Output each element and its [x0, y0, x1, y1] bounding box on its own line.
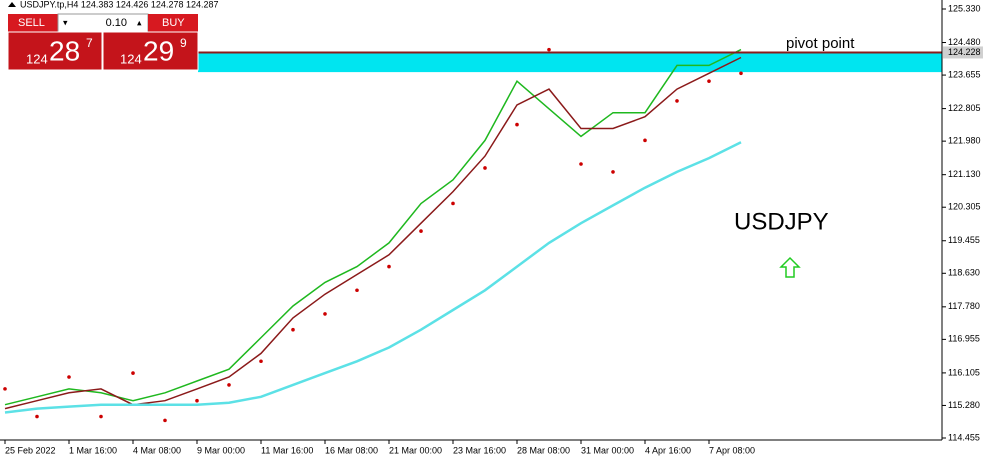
ask-fraction: 9 [180, 36, 187, 50]
spin-up[interactable]: ▴ [137, 17, 142, 27]
sar-dot [291, 327, 295, 332]
y-tick-label: 121.980 [948, 136, 981, 146]
sar-dot [227, 383, 231, 387]
sar-dot [387, 264, 391, 269]
x-tick-label: 11 Mar 16:00 [261, 445, 313, 455]
sar-dot [547, 47, 551, 52]
sar-dot [707, 79, 711, 83]
y-tick-label: 117.780 [948, 301, 980, 311]
symbol-header: USDJPY.tp,H4 124.383 124.426 124.278 124… [20, 0, 219, 9]
support-zone [198, 52, 942, 73]
spin-down[interactable]: ▾ [63, 17, 68, 27]
sar-dot [131, 371, 135, 375]
ask-big-figure: 124 [120, 51, 142, 66]
x-tick-label: 25 Feb 2022 [5, 445, 56, 455]
price-line [4, 141, 742, 414]
pivot-label-box [943, 46, 983, 59]
up-arrow [779, 256, 801, 278]
ask-box[interactable] [102, 31, 199, 71]
pivot-annotation: pivot point [786, 35, 855, 52]
sar-dot [3, 387, 7, 391]
y-tick-label: 118.630 [948, 268, 980, 278]
x-tick-label: 4 Mar 08:00 [133, 445, 181, 455]
sell-button[interactable] [8, 14, 58, 32]
bid-box[interactable] [7, 31, 103, 71]
buy-label: BUY [162, 17, 185, 29]
sar-dot [739, 71, 743, 76]
y-tick-label: 122.805 [948, 103, 981, 113]
y-tick-label: 119.455 [948, 235, 980, 245]
sar-dot [451, 201, 455, 206]
x-tick-label: 1 Mar 16:00 [69, 445, 117, 455]
sar-dot [195, 398, 199, 403]
y-tick-label: 124.480 [948, 37, 981, 47]
sar-dot [675, 99, 679, 103]
y-tick-label: 116.955 [948, 334, 980, 344]
sar-dot [579, 162, 583, 166]
x-tick-label: 16 Mar 08:00 [325, 445, 378, 455]
sell-label: SELL [18, 17, 45, 29]
y-tick-label: 125.330 [948, 3, 981, 13]
symbol-annotation: USDJPY [734, 208, 829, 235]
lot-spinner[interactable] [57, 13, 149, 33]
lot-value: 0.10 [106, 17, 127, 29]
sar-dot [611, 170, 615, 174]
y-tick-label: 123.655 [948, 69, 981, 79]
y-tick-label: 120.305 [948, 202, 981, 212]
pivot-label: 124.228 [948, 47, 981, 57]
y-tick-label: 121.130 [948, 169, 981, 179]
bid-pips: 28 [49, 35, 80, 66]
sar-dot [323, 312, 327, 316]
x-tick-label: 9 Mar 00:00 [197, 445, 245, 455]
sar-dot [643, 138, 647, 143]
ask-pips: 29 [143, 35, 174, 66]
price-line [4, 48, 742, 406]
x-tick-label: 31 Mar 00:00 [581, 445, 634, 455]
sar-dot [355, 288, 359, 293]
sar-dot [419, 229, 423, 233]
y-tick-label: 114.455 [948, 432, 980, 442]
bid-big-figure: 124 [26, 51, 48, 66]
x-tick-label: 23 Mar 16:00 [453, 445, 506, 455]
sar-dot [483, 166, 487, 170]
bid-fraction: 7 [86, 36, 93, 50]
y-tick-label: 115.280 [948, 400, 980, 410]
y-tick-label: 116.105 [948, 367, 980, 377]
price-line [4, 56, 742, 410]
trade-panel: SELL ▾ 0.10 ▴ BUY 124 28 7 124 29 9 [7, 13, 199, 71]
sar-dot [67, 375, 71, 379]
sar-dot [515, 122, 519, 127]
x-tick-label: 4 Apr 16:00 [645, 445, 691, 455]
plot-area [3, 47, 942, 423]
x-tick-label: 7 Apr 08:00 [709, 445, 755, 455]
x-tick-label: 21 Mar 00:00 [389, 445, 442, 455]
buy-button[interactable] [148, 14, 198, 32]
header-icon [8, 2, 16, 7]
sar-dot [163, 418, 167, 423]
x-tick-label: 28 Mar 08:00 [517, 445, 570, 455]
sar-dot [35, 414, 39, 419]
sar-dot [259, 359, 263, 364]
sar-dot [99, 414, 103, 419]
